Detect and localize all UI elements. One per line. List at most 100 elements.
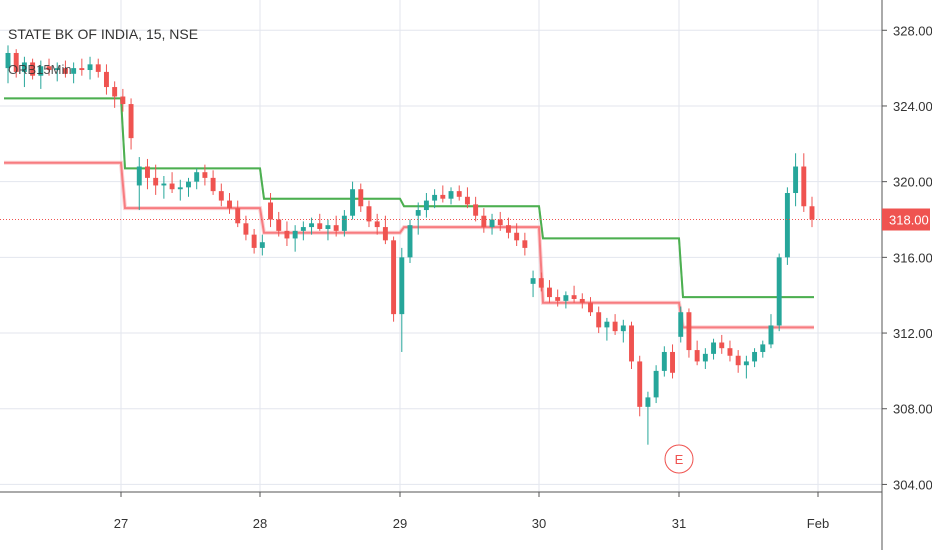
x-tick-label: 28 [253,516,267,531]
y-tick-label: 324.00 [893,99,932,114]
candle-body [161,183,167,186]
candle-body [719,342,725,349]
candle-body [629,325,634,362]
candle-body [350,189,356,216]
candle-body [243,223,249,235]
candle-body [555,297,561,301]
candle-body [227,200,232,209]
candle-body [743,361,749,366]
candle-body [415,210,421,216]
y-tick-label: 312.00 [893,326,932,341]
candle-body [300,227,306,231]
candle-body [87,64,93,71]
candle-body [678,312,684,337]
candle-body [596,312,602,328]
indicator-label: ORB15Min [8,62,72,77]
candles [5,45,815,445]
candle-body [497,219,503,226]
candle-body [473,204,479,216]
chart-title: STATE BK OF INDIA, 15, NSE [8,26,199,42]
candle-body [333,225,339,231]
candle-body [448,191,454,199]
candle-body [505,225,511,233]
candle-body [251,234,257,248]
candle-body [177,187,183,190]
x-tick-label: 30 [532,516,546,531]
candle-body [169,183,175,190]
candle-body [637,361,643,407]
candle-body [735,355,741,366]
candle-body [62,68,68,74]
y-tick-label: 304.00 [893,477,932,492]
candle-body [95,64,101,72]
candle-body [136,166,142,186]
candle-body [620,325,626,332]
candle-body [276,219,282,231]
candle-body [793,166,799,194]
candle-body [464,196,470,205]
candle-body [317,223,323,229]
candle-body [563,295,569,301]
candle-body [112,87,118,97]
candle-body [645,397,651,407]
candle-body [186,181,191,188]
candle-body [481,215,487,228]
candle-body [13,52,19,72]
candle-body [686,312,692,351]
candle-body [391,240,397,315]
last-price-badge [882,208,930,231]
orb-lines [4,97,814,330]
candle-body [341,215,347,231]
candle-body [374,221,380,228]
candle-body [522,240,528,248]
candle-body [432,194,438,201]
candle-body [801,166,807,207]
orb-high-line [4,97,814,299]
candle-body [218,191,224,201]
candle-body [456,191,462,197]
candle-body [604,321,610,328]
candle-body [120,96,126,105]
candle-body [752,351,758,362]
candle-body [325,225,331,229]
x-tick-label: 27 [114,516,128,531]
x-tick-label: 31 [672,516,686,531]
candle-body [588,302,593,313]
candle-body [694,350,700,362]
candle-body [210,177,216,192]
candle-body [366,206,372,222]
candle-body [5,52,11,69]
candle-body [809,206,815,220]
y-tick-label: 328.00 [893,23,932,38]
last-price-label: 318.00 [889,213,929,228]
candle-body [79,68,85,71]
candle-body [153,177,159,186]
candle-body [399,257,405,315]
candle-body [382,227,388,241]
event-marker-label: E [675,452,684,467]
candle-body [407,225,413,258]
candle-body [727,348,733,356]
candle-body [21,62,27,72]
candle-body [46,66,52,71]
candle-body [309,223,315,228]
candle-body [71,68,77,74]
candle-body [292,230,298,239]
candle-body [259,242,265,248]
candle-body [612,321,618,332]
candle-body [202,172,208,178]
candle-body [128,104,134,139]
candle-body [571,295,577,299]
candle-body [579,298,585,303]
candle-body [702,353,708,362]
candle-body [653,370,659,398]
y-tick-label: 316.00 [893,250,932,265]
y-tick-label: 320.00 [893,175,932,190]
x-tick-label: Feb [807,516,829,531]
gridlines [0,0,882,492]
candle-body [284,230,290,239]
candle-body [711,342,717,354]
